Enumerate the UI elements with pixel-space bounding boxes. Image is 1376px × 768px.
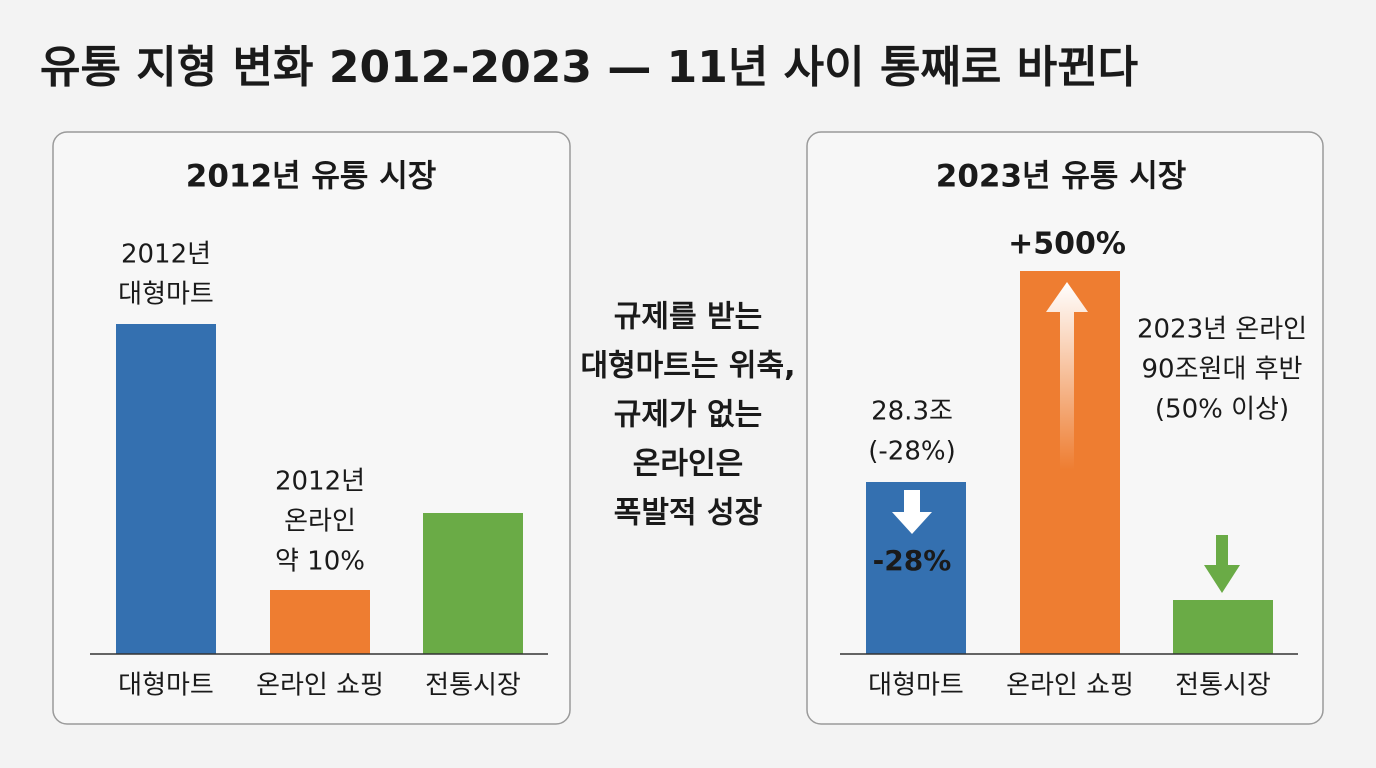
x-tick-label: 온라인 쇼핑 <box>1006 671 1134 701</box>
x-tick-label: 전통시장 <box>1175 671 1271 701</box>
middle-line: 규제가 없는 <box>614 398 762 433</box>
arrows <box>892 282 1240 593</box>
annotation: 90조원대 후반 <box>1142 355 1303 385</box>
annotation: (50% 이상) <box>1155 395 1289 425</box>
annotation: 28.3조 <box>871 397 953 427</box>
annotation: 2012년 <box>275 467 365 497</box>
annotation: 2012년 <box>121 240 211 270</box>
bar <box>116 324 216 654</box>
middle-line: 규제를 받는 <box>614 300 762 335</box>
down-arrow <box>1204 535 1240 593</box>
down-arrow <box>892 490 932 534</box>
annotation: -28% <box>873 544 952 577</box>
annotation: +500% <box>1008 227 1126 262</box>
bar <box>423 513 523 654</box>
middle-line: 폭발적 성장 <box>614 496 763 531</box>
up-arrow <box>1046 282 1088 470</box>
annotation: 온라인 <box>284 507 356 537</box>
panel-title: 2012년 유통 시장 <box>186 159 436 195</box>
bar <box>1173 600 1273 654</box>
bar <box>270 590 370 654</box>
x-tick-label: 대형마트 <box>118 671 214 701</box>
annotation: 약 10% <box>275 547 365 577</box>
annotation: 2023년 온라인 <box>1137 315 1307 345</box>
panel-title: 2023년 유통 시장 <box>936 159 1186 195</box>
annotation: (-28%) <box>868 437 955 467</box>
page-title: 유통 지형 변화 2012-2023 — 11년 사이 통째로 바뀐다 <box>40 42 1138 93</box>
x-tick-label: 대형마트 <box>868 671 964 701</box>
middle-line: 대형마트는 위축, <box>580 349 795 384</box>
x-tick-label: 온라인 쇼핑 <box>256 671 384 701</box>
annotation: 대형마트 <box>118 280 214 310</box>
x-tick-label: 전통시장 <box>425 671 521 701</box>
middle-line: 온라인은 <box>633 447 743 482</box>
